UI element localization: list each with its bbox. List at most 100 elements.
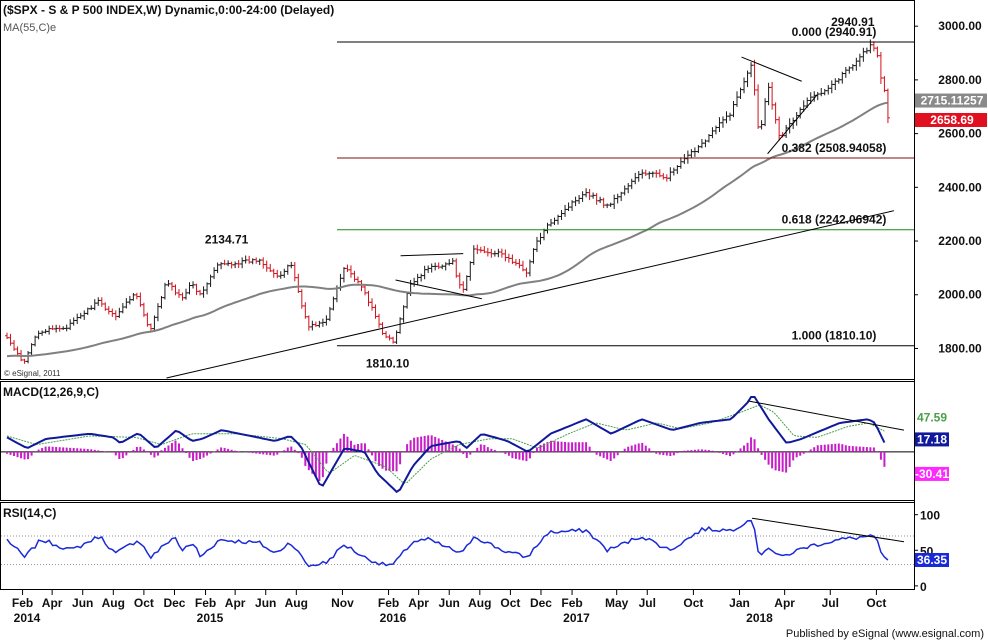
- histogram-bar: [455, 446, 458, 452]
- histogram-bar: [79, 448, 82, 452]
- rsi-axis-tick-label: 100: [920, 509, 940, 523]
- price-axis-tick-label: 2400.00: [938, 180, 982, 194]
- histogram-bar: [728, 451, 731, 457]
- histogram-bar: [185, 451, 188, 454]
- histogram-bar: [262, 451, 265, 455]
- histogram-bar: [732, 451, 735, 455]
- histogram-bar: [427, 435, 430, 452]
- histogram-bar: [160, 450, 163, 452]
- histogram-bar: [177, 443, 180, 452]
- histogram-bar: [542, 443, 545, 452]
- histogram-bar: [707, 450, 710, 452]
- year-label: 2018: [746, 611, 773, 625]
- last-price-tag: 2658.69: [915, 112, 987, 127]
- price-axis-tick-label: 2600.00: [938, 127, 982, 141]
- histogram-bar: [444, 441, 447, 452]
- month-label: Apr: [225, 596, 246, 610]
- histogram-bar: [367, 449, 370, 452]
- histogram-bar: [465, 451, 468, 458]
- histogram-bar: [9, 451, 12, 455]
- macd-value-tag-text: 17.18: [917, 432, 947, 446]
- month-label: Aug: [102, 596, 125, 610]
- histogram-bar: [269, 451, 272, 456]
- histogram-bar: [188, 451, 191, 458]
- histogram-bar: [206, 451, 209, 456]
- histogram-bar: [560, 441, 563, 452]
- month-label: Apr: [774, 596, 795, 610]
- histogram-bar: [630, 445, 633, 452]
- year-label: 2015: [197, 611, 224, 625]
- histogram-bar: [111, 451, 114, 453]
- chart-title: ($SPX - S & P 500 INDEX,W) Dynamic,0:00-…: [3, 3, 334, 17]
- histogram-bar: [388, 451, 391, 471]
- histogram-bar: [142, 449, 145, 452]
- histogram-bar: [655, 451, 658, 454]
- histogram-bar: [409, 440, 412, 452]
- histogram-bar: [609, 451, 612, 462]
- ma-value-tag: 2715.11257: [915, 93, 987, 108]
- histogram-bar: [637, 443, 640, 452]
- macd-title: MACD(12,26,9,C): [3, 385, 99, 399]
- histogram-bar: [311, 451, 314, 474]
- histogram-bar: [830, 444, 833, 452]
- histogram-bar: [163, 447, 166, 452]
- histogram-bar: [483, 444, 486, 452]
- histogram-bar: [385, 451, 388, 471]
- histogram-bar: [486, 447, 489, 452]
- trendline: [400, 253, 464, 257]
- histogram-bar: [876, 451, 879, 453]
- histogram-bar: [785, 451, 788, 473]
- histogram-bar: [430, 435, 433, 452]
- histogram-bar: [504, 451, 507, 454]
- histogram-bar: [90, 449, 93, 452]
- histogram-bar: [441, 439, 444, 452]
- histogram-bar: [634, 444, 637, 452]
- histogram-bar: [574, 442, 577, 452]
- histogram-bar: [360, 443, 363, 452]
- histogram-bar: [792, 451, 795, 461]
- histogram-bar: [532, 451, 535, 453]
- histogram-bar: [627, 446, 630, 452]
- histogram-bar: [834, 443, 837, 452]
- histogram-bar: [349, 440, 352, 452]
- histogram-bar: [279, 451, 282, 453]
- histogram-bar: [623, 448, 626, 452]
- histogram-bar: [676, 451, 679, 454]
- histogram-bar: [255, 451, 258, 454]
- histogram-bar: [739, 448, 742, 452]
- fib-level-label: 1.000 (1810.10): [792, 329, 877, 343]
- macd-histogram: [6, 433, 886, 481]
- histogram-bar: [750, 437, 753, 452]
- histogram-bar: [93, 449, 96, 452]
- histogram-bar: [760, 451, 763, 455]
- histogram-bar: [100, 450, 103, 452]
- histogram-bar: [795, 451, 798, 458]
- histogram-bar: [479, 444, 482, 452]
- histogram-bar: [156, 451, 159, 456]
- price-axis-tick-label: 2200.00: [938, 234, 982, 248]
- month-label: Apr: [408, 596, 429, 610]
- histogram-bar: [802, 451, 805, 454]
- histogram-bar: [641, 442, 644, 452]
- histogram-bar: [679, 451, 682, 452]
- histogram-bar: [192, 451, 195, 462]
- histogram-bar: [602, 451, 605, 458]
- histogram-bar: [283, 450, 286, 452]
- histogram-bar: [858, 446, 861, 452]
- price-axis-tick-label: 1800.00: [938, 341, 982, 355]
- price-annotation: 2940.91: [831, 15, 875, 29]
- histogram-bar: [816, 445, 819, 452]
- histogram-bar: [335, 443, 338, 452]
- histogram-bar: [234, 450, 237, 452]
- histogram-bar: [613, 451, 616, 459]
- histogram-bar: [118, 451, 121, 460]
- histogram-bar: [704, 449, 707, 452]
- rsi-line: [6, 519, 889, 568]
- ma-legend: MA(55,C)e: [3, 22, 56, 34]
- histogram-bar: [230, 449, 233, 452]
- histogram-bar: [788, 451, 791, 467]
- histogram-bar: [535, 447, 538, 452]
- fib-level-label: 0.000 (2940.91): [792, 25, 877, 39]
- price-axis-tick-label: 2000.00: [938, 288, 982, 302]
- histogram-bar: [65, 447, 68, 452]
